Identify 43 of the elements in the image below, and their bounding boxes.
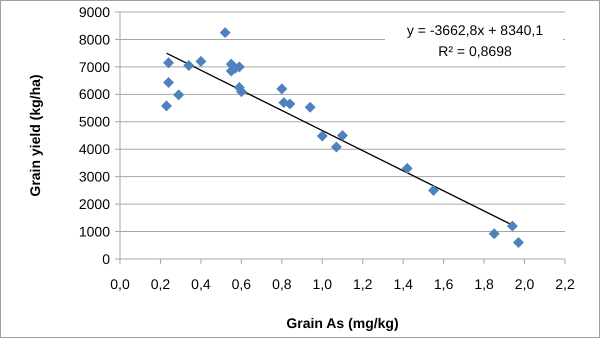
point xyxy=(513,237,524,248)
x-tick-label: 0,6 xyxy=(232,276,252,292)
y-tick-label: 4000 xyxy=(78,141,110,158)
x-axis-title: Grain As (mg/kg) xyxy=(286,315,399,331)
x-tick-label: 2,0 xyxy=(514,276,534,292)
x-tick-label: 0,2 xyxy=(150,276,170,292)
x-tick-label: 0,0 xyxy=(110,276,130,292)
point xyxy=(488,228,500,240)
x-tick-label: 1,8 xyxy=(474,276,494,292)
point xyxy=(183,60,194,71)
point xyxy=(428,184,439,196)
point xyxy=(337,130,348,141)
y-tick-label: 0 xyxy=(102,250,110,267)
x-tick-label: 0,4 xyxy=(191,276,211,292)
x-tick-label: 1,0 xyxy=(312,276,332,292)
y-axis-title: Grain yield (kg/ha) xyxy=(27,74,43,197)
point xyxy=(330,142,342,153)
point xyxy=(276,83,288,94)
y-tick-label: 2000 xyxy=(78,196,110,212)
point xyxy=(220,27,231,38)
point xyxy=(195,56,206,67)
y-tick-label: 1000 xyxy=(78,223,110,240)
point xyxy=(316,130,328,142)
x-tick-label: 2,2 xyxy=(555,276,575,292)
y-tick-label: 6000 xyxy=(78,86,110,102)
y-tick-label: 9000 xyxy=(78,4,110,20)
point xyxy=(163,77,174,88)
point xyxy=(173,89,184,100)
point xyxy=(163,57,174,68)
x-tick-label: 1,2 xyxy=(352,276,373,292)
x-tick-label: 1,4 xyxy=(393,276,414,292)
y-tick-label: 7000 xyxy=(78,58,110,75)
y-tick-label: 3000 xyxy=(78,168,110,185)
annotation: y = -3662,8x + 8340,1 xyxy=(406,22,544,38)
x-tick-label: 1,6 xyxy=(434,276,454,292)
x-tick-label: 0,8 xyxy=(272,276,292,292)
point xyxy=(402,162,413,174)
point xyxy=(506,220,518,232)
y-tick-label: 5000 xyxy=(78,114,110,130)
annotation: R² = 0,8698 xyxy=(438,43,512,59)
point xyxy=(304,102,316,113)
point xyxy=(161,100,172,112)
y-tick-label: 8000 xyxy=(78,31,110,48)
